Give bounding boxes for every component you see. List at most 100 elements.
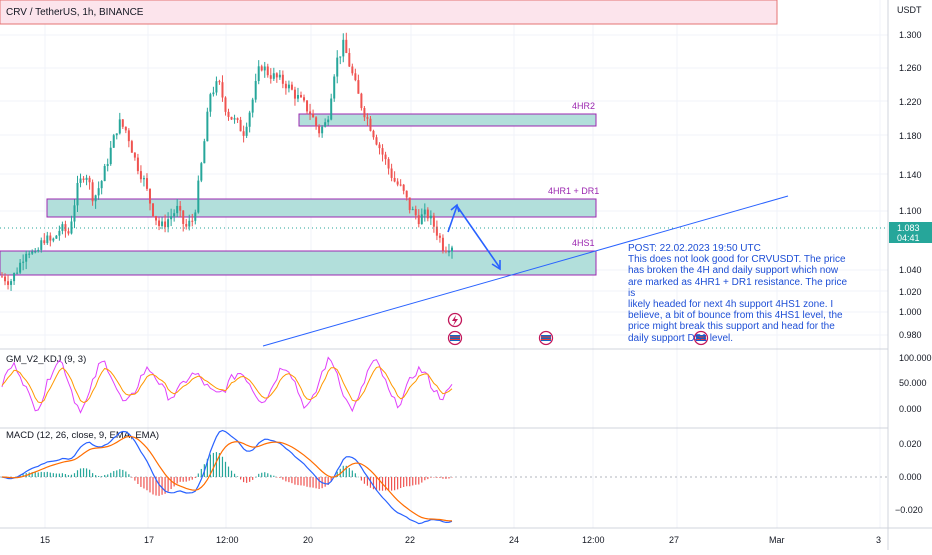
macd-bar (354, 473, 356, 477)
macd-bar (409, 477, 411, 487)
candle (257, 60, 260, 85)
macd-bar (209, 454, 211, 477)
macd-bar (22, 474, 24, 477)
candle (384, 151, 387, 165)
macd-bar (182, 477, 184, 482)
macd-bar (230, 470, 233, 477)
kdj-tick: 100.000 (899, 353, 932, 363)
macd-bar (104, 474, 106, 477)
macd-bar (258, 473, 260, 477)
kdj-axis[interactable]: 100.000 50.000 0.000 (899, 353, 932, 414)
candle (402, 183, 405, 195)
trend-line[interactable] (262, 195, 789, 347)
macd-bar (369, 477, 372, 488)
zone-4hr2-label: 4HR2 (572, 101, 595, 111)
candle (248, 110, 251, 133)
candle (28, 250, 31, 259)
zone-4hr2-rect[interactable] (298, 113, 597, 127)
candle (179, 201, 182, 218)
candle (296, 87, 299, 103)
us-flag-icon[interactable] (693, 330, 709, 346)
macd-bar (61, 473, 64, 477)
us-flag-icon[interactable] (447, 330, 463, 346)
macd-bar (85, 468, 88, 477)
candle (266, 63, 269, 78)
macd-bar (107, 474, 109, 477)
macd-bar (128, 474, 130, 477)
zone-4hs1-rect[interactable] (0, 250, 597, 276)
candle (269, 68, 272, 84)
macd-bar (70, 474, 73, 477)
candle (396, 178, 399, 187)
candle (97, 181, 100, 200)
kdj-title[interactable]: GM_V2_KDJ (9, 3) (6, 354, 86, 365)
us-flag-icon[interactable] (538, 330, 554, 346)
macd-bar (158, 477, 160, 496)
macd-bar (300, 477, 302, 486)
zone-4hs1[interactable]: 4HS1 (0, 238, 597, 276)
candle (22, 254, 25, 271)
price-tick: 1.020 (899, 287, 922, 297)
candle (188, 214, 191, 231)
candle (272, 67, 275, 81)
macd-bar (122, 469, 124, 477)
candle (405, 190, 408, 201)
macd-bar (185, 477, 187, 482)
candle (315, 116, 318, 130)
macd-bar (312, 477, 314, 488)
macd-bar (384, 477, 387, 491)
candle (354, 68, 357, 82)
lightning-icon[interactable] (447, 312, 463, 328)
macd-bar (176, 477, 178, 484)
price-tick: 1.100 (899, 206, 922, 216)
candle (290, 81, 293, 91)
macd-bar (433, 477, 435, 478)
macd-bar (363, 477, 366, 484)
macd-bar (324, 477, 326, 487)
candle (52, 237, 55, 243)
candle (91, 179, 94, 206)
candle (369, 115, 372, 132)
candle (393, 171, 396, 183)
candle (176, 198, 179, 218)
time-label: 15 (40, 535, 50, 545)
candle (197, 175, 200, 214)
price-axis[interactable]: USDT 1.300 1.260 1.220 1.180 1.140 1.100… (897, 5, 922, 340)
macd-bar (397, 477, 399, 490)
candle (212, 86, 215, 97)
macd-bar (161, 477, 163, 495)
time-label: 24 (509, 535, 519, 545)
candle (260, 64, 263, 72)
time-label: 17 (144, 535, 154, 545)
candle (426, 207, 429, 222)
macd-bar (43, 472, 45, 477)
candle (40, 237, 43, 253)
candle (73, 199, 76, 229)
candle (390, 163, 393, 182)
macd-bar (52, 473, 54, 477)
candle (148, 188, 151, 211)
time-axis[interactable]: 15 17 12:00 20 22 24 12:00 27 Mar 3 (40, 535, 881, 545)
candle (263, 61, 266, 78)
candle (182, 210, 185, 232)
zone-4hr2[interactable]: 4HR2 (298, 101, 597, 127)
zone-4hr1-dr1-rect[interactable] (46, 198, 597, 218)
macd-bar (79, 468, 82, 477)
macd-bar (200, 468, 202, 477)
macd-bar (49, 472, 51, 477)
candle (10, 278, 13, 291)
macd-axis[interactable]: 0.020 0.000 −0.020 (895, 439, 923, 515)
macd-bar (406, 477, 408, 487)
macd-bar (243, 477, 245, 483)
candle (88, 175, 91, 190)
symbol-title[interactable]: CRV / TetherUS, 1h, BINANCE (6, 7, 144, 18)
candle (76, 175, 79, 213)
candle (318, 124, 321, 138)
zone-4hr1-dr1[interactable]: 4HR1 + DR1 (46, 186, 599, 218)
projection-arrow[interactable] (447, 203, 501, 271)
macd-title[interactable]: MACD (12, 26, close, 9, EMA, EMA) (6, 430, 159, 441)
macd-bar (134, 477, 136, 481)
candle (67, 227, 70, 236)
macd-bar (76, 470, 79, 477)
